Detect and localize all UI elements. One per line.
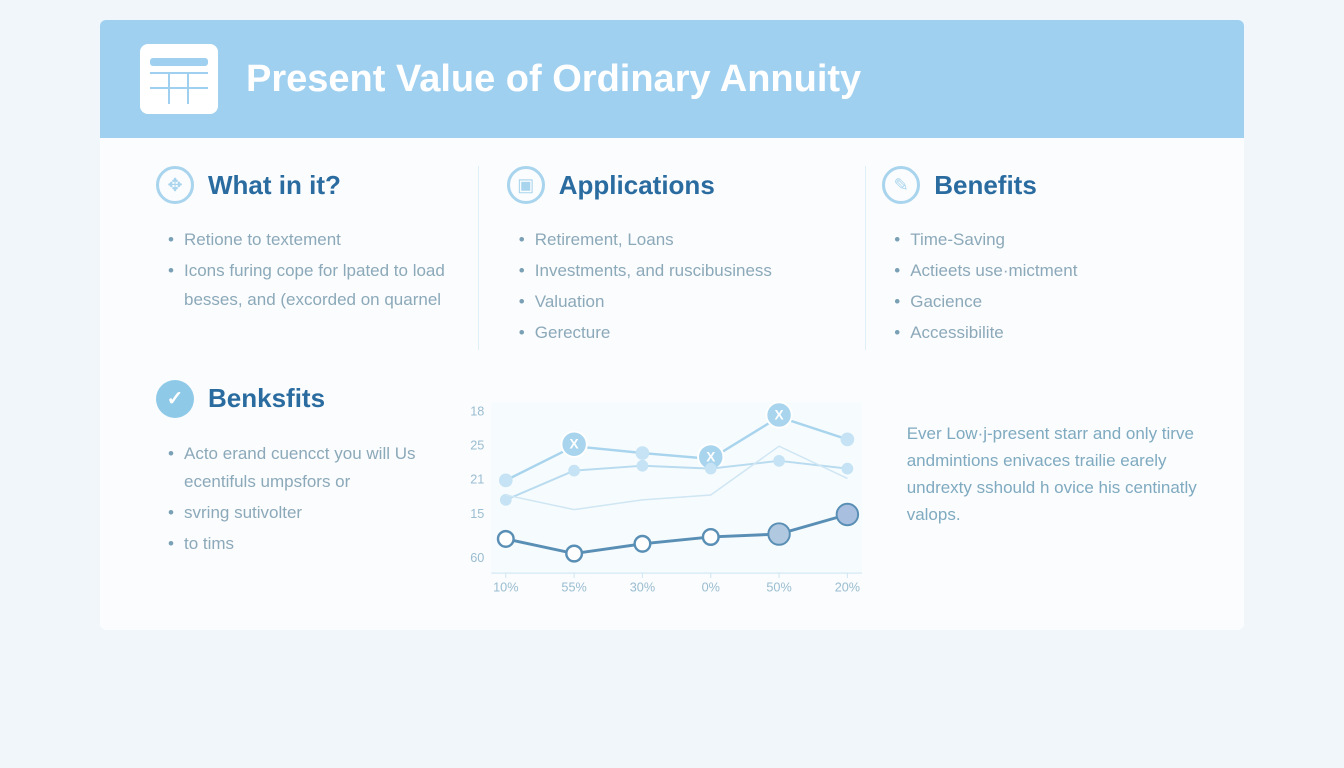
svg-text:15: 15 <box>470 506 484 520</box>
briefcase-icon: ▣ <box>507 166 545 204</box>
column-header: ✥ What in it? <box>156 166 462 204</box>
list-item: to tims <box>168 530 421 559</box>
column-title: Benefits <box>934 170 1037 201</box>
column-title: Applications <box>559 170 715 201</box>
chart-svg: 18 25 21 15 60 10% 55% 30% 0% 50% 20% X X X <box>457 380 886 610</box>
svg-text:X: X <box>775 407 784 422</box>
svg-text:30%: 30% <box>630 580 655 594</box>
list-item: Gerecture <box>519 319 837 348</box>
svg-text:55%: 55% <box>562 580 587 594</box>
list-item: Acto erand cuencct you will Us ecentiful… <box>168 440 421 498</box>
page-title: Present Value of Ordinary Annuity <box>246 58 861 101</box>
list-item: Time-Saving <box>894 226 1188 255</box>
calculator-icon <box>140 44 218 114</box>
svg-text:50%: 50% <box>767 580 792 594</box>
list-item: Accessibilite <box>894 319 1188 348</box>
column-title: What in it? <box>208 170 341 201</box>
svg-text:60: 60 <box>470 550 484 564</box>
column-applications: ▣ Applications Retirement, Loans Investm… <box>478 166 866 350</box>
bullet-list: Retione to textement Icons furing cope f… <box>156 226 462 315</box>
bottom-row: ✓ Benksfits Acto erand cuencct you will … <box>100 370 1244 630</box>
column-header: ✓ Benksfits <box>156 380 421 418</box>
svg-text:20%: 20% <box>835 580 860 594</box>
column-header: ▣ Applications <box>507 166 837 204</box>
list-item: Gacience <box>894 288 1188 317</box>
bullet-list: Retirement, Loans Investments, and rusci… <box>507 226 837 348</box>
column-what: ✥ What in it? Retione to textement Icons… <box>140 166 478 350</box>
wand-icon: ✎ <box>882 166 920 204</box>
list-item: svring sutivolter <box>168 499 421 528</box>
svg-text:X: X <box>570 436 579 451</box>
infographic-card: Present Value of Ordinary Annuity ✥ What… <box>100 20 1244 630</box>
svg-text:25: 25 <box>470 438 484 452</box>
bullet-list: Time-Saving Actieets use·mictment Gacien… <box>882 226 1188 348</box>
column-benefits: ✎ Benefits Time-Saving Actieets use·mict… <box>866 166 1204 350</box>
list-item: Investments, and ruscibusiness <box>519 257 837 286</box>
check-icon: ✓ <box>156 380 194 418</box>
top-columns: ✥ What in it? Retione to textement Icons… <box>100 138 1244 370</box>
list-item: Retione to textement <box>168 226 462 255</box>
column-benksfits: ✓ Benksfits Acto erand cuencct you will … <box>140 380 437 610</box>
bullet-list: Acto erand cuencct you will Us ecentiful… <box>156 440 421 560</box>
svg-text:X: X <box>706 449 715 464</box>
side-note: Ever Low·j-present starr and only tirve … <box>907 380 1204 610</box>
line-chart: 18 25 21 15 60 10% 55% 30% 0% 50% 20% X X X <box>457 380 886 610</box>
column-header: ✎ Benefits <box>882 166 1188 204</box>
column-title: Benksfits <box>208 383 325 414</box>
target-icon: ✥ <box>156 166 194 204</box>
list-item: Actieets use·mictment <box>894 257 1188 286</box>
svg-text:21: 21 <box>470 472 484 486</box>
list-item: Retirement, Loans <box>519 226 837 255</box>
svg-text:18: 18 <box>470 404 484 418</box>
list-item: Valuation <box>519 288 837 317</box>
svg-text:10%: 10% <box>493 580 518 594</box>
header: Present Value of Ordinary Annuity <box>100 20 1244 138</box>
list-item: Icons furing cope for lpated to load bes… <box>168 257 462 315</box>
list-item-part1: Acto erand cuencct you will Us ecentiful… <box>184 444 416 492</box>
svg-text:0%: 0% <box>702 580 720 594</box>
